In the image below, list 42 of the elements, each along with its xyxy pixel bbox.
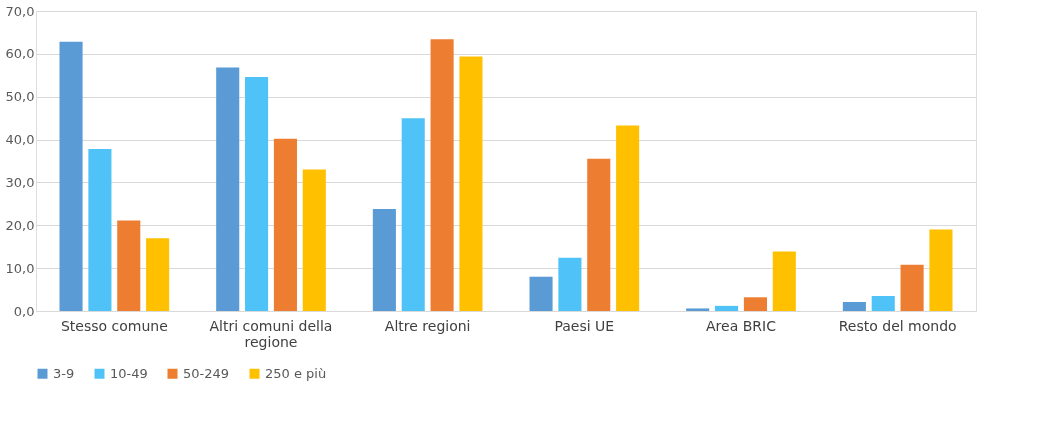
bar (929, 229, 953, 311)
x-tick-label: Altre regioni (384, 317, 471, 334)
x-tick-label: Stesso comune (60, 317, 168, 334)
bar (900, 264, 924, 311)
bar (686, 308, 710, 311)
bar (216, 67, 240, 311)
bar (401, 118, 425, 311)
bar (245, 77, 269, 311)
bar (871, 296, 895, 311)
y-tick-label: 0,0 (13, 303, 35, 319)
y-tick-label: 60,0 (5, 46, 35, 62)
bar (59, 41, 83, 311)
bar (430, 39, 454, 311)
y-tick-label: 30,0 (5, 174, 35, 190)
y-tick-label: 40,0 (5, 132, 35, 148)
x-tick-label: Altri comuni della regione (209, 317, 333, 350)
x-tick-label: Paesi UE (554, 317, 615, 334)
bar (772, 251, 796, 311)
bar (842, 302, 866, 311)
bar (117, 220, 141, 311)
bar (529, 276, 553, 311)
legend-label: 10-49 (110, 365, 148, 381)
bar (743, 297, 767, 311)
bar (302, 169, 326, 311)
y-tick-label: 70,0 (5, 3, 35, 19)
y-tick-label: 20,0 (5, 217, 35, 233)
bar (715, 305, 739, 311)
bar (372, 209, 396, 311)
x-tick-label: Resto del mondo (838, 317, 957, 334)
legend-label: 50-249 (183, 365, 230, 381)
y-tick-label: 10,0 (5, 260, 35, 276)
bar (146, 238, 170, 311)
bar (88, 149, 112, 311)
x-tick-label: Area BRIC (706, 317, 777, 334)
legend-label: 250 e più (265, 365, 327, 381)
bar (273, 138, 297, 311)
legend-label: 3-9 (53, 365, 75, 381)
bar (558, 257, 582, 311)
bar (587, 158, 611, 311)
bar (616, 125, 640, 311)
bar (459, 56, 483, 311)
y-tick-label: 50,0 (5, 89, 35, 105)
